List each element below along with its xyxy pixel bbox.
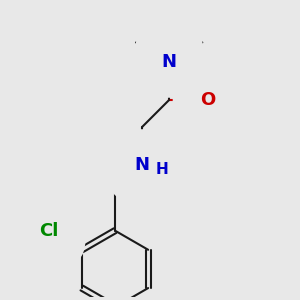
Text: N: N	[162, 53, 177, 71]
Text: H: H	[155, 162, 168, 177]
Text: O: O	[200, 91, 215, 109]
Text: N: N	[135, 156, 150, 174]
Text: Cl: Cl	[39, 222, 58, 240]
